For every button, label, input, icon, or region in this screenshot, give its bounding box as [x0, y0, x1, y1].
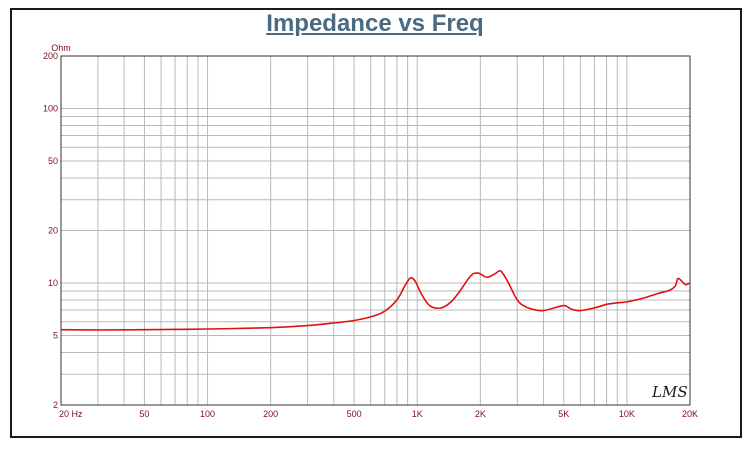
y-tick-label: 20 — [48, 226, 58, 236]
grid-lines — [60, 55, 691, 406]
y-tick-label: 2 — [53, 400, 58, 410]
x-tick-label: 50 — [139, 409, 149, 419]
y-tick-label: 50 — [48, 156, 58, 166]
lms-logo: LMS — [651, 383, 688, 401]
y-axis-unit-label: Ohm — [51, 43, 71, 53]
y-tick-label: 100 — [43, 104, 58, 114]
x-tick-label: 1K — [412, 409, 423, 419]
x-tick-label: 5K — [558, 409, 569, 419]
chart-frame — [10, 8, 742, 438]
plot-border — [60, 55, 691, 406]
x-tick-label: 200 — [263, 409, 278, 419]
y-tick-label: 10 — [48, 278, 58, 288]
x-tick-label: 100 — [200, 409, 215, 419]
y-tick-label: 5 — [53, 331, 58, 341]
x-tick-label: 20 Hz — [59, 409, 83, 419]
y-tick-label: 200 — [43, 51, 58, 61]
x-tick-label: 2K — [475, 409, 486, 419]
impedance-trace — [60, 270, 691, 331]
traces — [60, 270, 691, 331]
x-tick-label: 500 — [347, 409, 362, 419]
x-tick-label: 20K — [682, 409, 698, 419]
tick-labels: 20 Hz 50 100 200 500 1K 2K 5K 10K 20K 200 100 50 20 10… — [43, 51, 698, 419]
x-tick-label: 10K — [619, 409, 635, 419]
chart-title: Impedance vs Freq — [266, 10, 484, 37]
